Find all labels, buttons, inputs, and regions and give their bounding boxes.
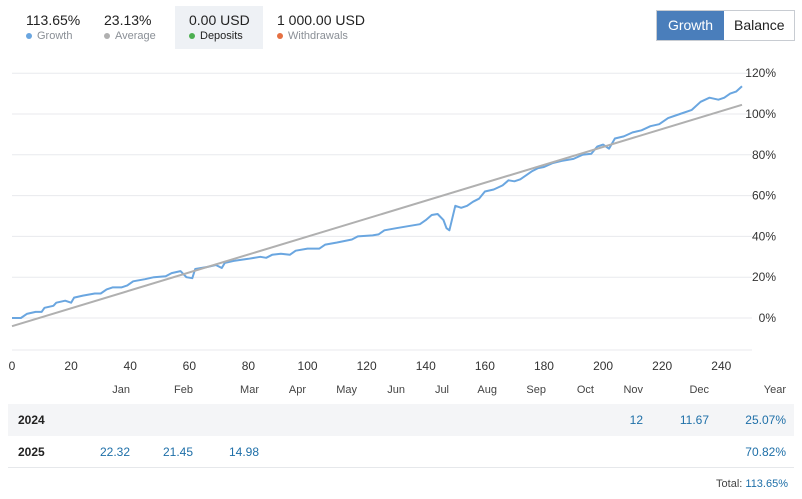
- growth-label: Growth: [37, 30, 73, 42]
- total-value: 113.65%: [745, 478, 788, 490]
- x-tick-label: 240: [711, 359, 731, 373]
- month-header-dec: Dec: [689, 384, 709, 396]
- average-value: 23.13%: [104, 12, 152, 28]
- month-header-aug: Aug: [477, 384, 497, 396]
- x-tick-label: 200: [593, 359, 613, 373]
- month-header-feb: Feb: [174, 384, 193, 396]
- table-cell: 11.67: [679, 413, 709, 427]
- month-header-oct: Oct: [576, 384, 594, 396]
- deposits-value: 0.00 USD: [189, 12, 250, 28]
- view-toggle: Growth Balance: [656, 10, 795, 41]
- deposits-legend-dot: [189, 33, 195, 39]
- table-cell: 14.98: [228, 445, 259, 459]
- withdrawals-label: Withdrawals: [288, 30, 348, 42]
- row-year: 2025: [18, 445, 45, 459]
- x-tick-label: 60: [183, 359, 197, 373]
- x-tick-label: 140: [416, 359, 436, 373]
- month-header-jul: Jul: [434, 384, 449, 396]
- growth-series-line: [12, 85, 743, 319]
- table-cell: 12: [629, 413, 643, 427]
- average-label: Average: [115, 30, 156, 42]
- month-header-nov: Nov: [623, 384, 643, 396]
- x-tick-label: 40: [124, 359, 138, 373]
- y-tick-label: 120%: [745, 66, 776, 80]
- growth-legend-dot: [26, 33, 32, 39]
- month-header-apr: Apr: [288, 384, 306, 396]
- growth-card[interactable]: 113.65% Growth: [12, 6, 90, 49]
- y-tick-label: 80%: [752, 148, 776, 162]
- total-label: Total:: [716, 478, 743, 490]
- deposits-label: Deposits: [200, 30, 243, 42]
- table-row: 2024 12 11.67 25.07%: [8, 404, 794, 436]
- month-header-mar: Mar: [240, 384, 259, 396]
- x-tick-label: 180: [534, 359, 554, 373]
- x-tick-label: 220: [652, 359, 672, 373]
- x-tick-label: 20: [64, 359, 78, 373]
- month-header-year: Year: [763, 384, 786, 396]
- deposits-card[interactable]: 0.00 USD Deposits: [175, 6, 263, 49]
- x-tick-label: 160: [475, 359, 495, 373]
- table-cell: 70.82%: [745, 445, 786, 459]
- table-cell: 21.45: [162, 445, 193, 459]
- withdrawals-legend-dot: [277, 33, 283, 39]
- table-cell: 25.07%: [745, 413, 786, 427]
- growth-value: 113.65%: [26, 12, 81, 28]
- table-row: 2025 22.32 21.45 14.98 70.82%: [8, 436, 794, 468]
- growth-chart: 0% 20% 40% 60% 80% 100% 120% 0 20 40 60 80 100 120 140…: [9, 66, 777, 373]
- growth-toggle-button[interactable]: Growth: [657, 11, 724, 40]
- y-tick-label: 100%: [745, 107, 776, 121]
- y-tick-label: 20%: [752, 270, 776, 284]
- balance-toggle-button[interactable]: Balance: [724, 11, 794, 40]
- month-header-may: May: [336, 384, 357, 396]
- month-header-jan: Jan: [112, 384, 130, 396]
- withdrawals-value: 1 000.00 USD: [277, 12, 365, 28]
- withdrawals-card[interactable]: 1 000.00 USD Withdrawals: [263, 6, 373, 49]
- y-tick-label: 0%: [759, 311, 777, 325]
- x-tick-label: 0: [9, 359, 16, 373]
- x-tick-label: 120: [357, 359, 377, 373]
- month-header-jun: Jun: [387, 384, 405, 396]
- total: Total: 113.65%: [716, 478, 788, 490]
- x-tick-label: 100: [298, 359, 318, 373]
- y-tick-label: 60%: [752, 189, 776, 203]
- row-year: 2024: [18, 413, 45, 427]
- table-cell: 22.32: [99, 445, 130, 459]
- average-series-line: [11, 103, 743, 328]
- months-header: Jan Feb Mar Apr May Jun Jul Aug Sep Oct Nov Dec Year: [0, 380, 802, 402]
- x-tick-label: 80: [242, 359, 256, 373]
- average-card[interactable]: 23.13% Average: [90, 6, 175, 49]
- average-legend-dot: [104, 33, 110, 39]
- month-header-sep: Sep: [526, 384, 546, 396]
- summary-bar: 113.65% Growth 23.13% Average 0.00 USD D…: [12, 6, 373, 49]
- y-tick-label: 40%: [752, 229, 776, 243]
